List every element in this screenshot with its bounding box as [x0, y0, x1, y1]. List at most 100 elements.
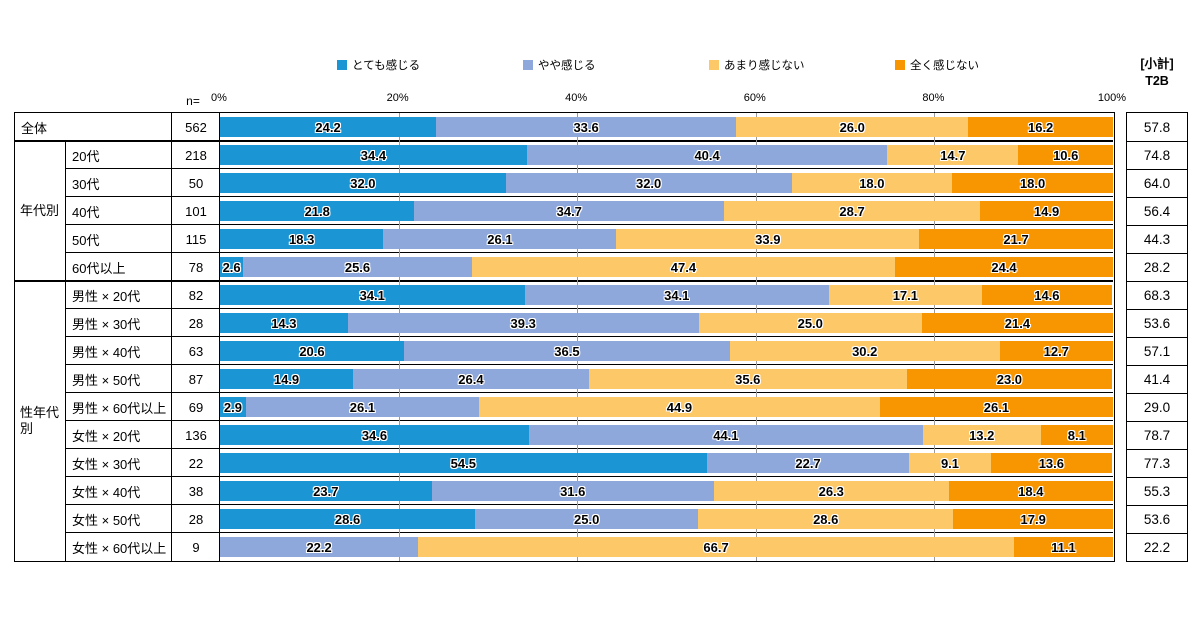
bar-segment: 24.2 [220, 117, 437, 137]
bar-segment: 2.6 [220, 257, 244, 277]
row-label: 50代 [72, 232, 100, 248]
group-label: 性年代別 [20, 405, 60, 436]
n-value: 28 [188, 315, 204, 331]
t2b-value: 64.0 [1127, 169, 1187, 197]
bar-segment: 28.6 [220, 509, 476, 529]
bar-segment: 14.7 [887, 145, 1019, 165]
row-label: 男性 × 40代 [72, 344, 141, 360]
grid-line [934, 113, 936, 561]
t2b-header: [小計] T2B [1124, 56, 1190, 90]
bar-segment: 34.6 [220, 425, 529, 445]
bar-segment: 22.7 [706, 453, 910, 473]
t2b-value: 22.2 [1127, 533, 1187, 561]
bar-row: 54.5 22.7 9.1 13.6 [220, 453, 1113, 473]
t2b-value: 68.3 [1127, 281, 1187, 309]
bar-value-label: 24.2 [315, 119, 341, 135]
legend-item: 全く感じない [895, 58, 979, 72]
bar-value-label: 44.9 [666, 399, 693, 415]
legend-label: あまり感じない [724, 60, 805, 72]
bar-segment: 32.0 [505, 173, 792, 193]
bar-segment: 35.6 [588, 369, 907, 389]
bar-segment: 18.4 [948, 481, 1113, 501]
bar-value-label: 16.2 [1027, 119, 1054, 135]
row-border [65, 532, 1113, 533]
bar-row: 22.2 66.7 11.1 [220, 537, 1113, 557]
t2b-value: 57.8 [1143, 119, 1171, 135]
bar-value-label: 34.1 [359, 287, 385, 303]
column-border [219, 113, 220, 561]
t2b-value: 28.2 [1127, 253, 1187, 281]
bar-row: 34.4 40.4 14.7 10.6 [220, 145, 1113, 165]
bar-segment: 24.4 [895, 257, 1113, 277]
bar-row: 24.2 33.6 26.0 16.2 [220, 117, 1113, 137]
bar-value-label: 13.6 [1038, 455, 1064, 471]
bar-value-label: 9.1 [940, 455, 960, 471]
bar-value-label: 34.7 [556, 203, 582, 219]
bar-segment: 26.1 [879, 397, 1113, 417]
bar-value-label: 28.7 [839, 203, 865, 219]
bar-value-label: 2.9 [223, 399, 242, 415]
row-label: 女性 × 30代 [72, 456, 141, 472]
bar-value-label: 54.5 [450, 455, 476, 471]
bar-segment: 25.0 [475, 509, 699, 529]
bar-segment: 26.1 [245, 397, 479, 417]
t2b-value: 44.3 [1127, 225, 1187, 253]
axis-tick-label: 20% [386, 92, 409, 104]
bar-segment: 14.9 [220, 369, 354, 389]
bar-segment: 20.6 [220, 341, 404, 361]
bar-row: 23.7 31.6 26.3 18.4 [220, 481, 1113, 501]
bar-segment: 40.4 [526, 145, 888, 165]
n-value: 115 [185, 231, 207, 247]
bar-value-label: 25.0 [574, 511, 600, 527]
bar-segment: 34.1 [524, 285, 829, 305]
n-value: 9 [192, 539, 200, 555]
bar-segment: 11.1 [1013, 537, 1113, 557]
t2b-header-line2: T2B [1145, 74, 1169, 88]
n-value: 82 [188, 287, 204, 303]
bar-segment: 14.6 [981, 285, 1113, 305]
bar-value-label: 26.1 [487, 231, 513, 247]
bar-segment: 16.2 [968, 117, 1113, 137]
bar-value-label: 33.6 [573, 119, 599, 135]
bar-row: 28.6 25.0 28.6 17.9 [220, 509, 1113, 529]
bar-value-label: 26.3 [818, 483, 844, 499]
bar-value-label: 22.2 [306, 539, 332, 555]
t2b-header-line1: [小計] [1140, 57, 1174, 71]
bar-value-label: 26.1 [983, 399, 1010, 415]
bar-value-label: 26.1 [349, 399, 376, 415]
row-border [15, 280, 1113, 282]
bar-segment: 8.1 [1040, 425, 1113, 445]
bar-row: 20.6 36.5 30.2 12.7 [220, 341, 1113, 361]
row-border [65, 168, 1113, 169]
axis-tick-label: 60% [743, 92, 766, 104]
n-value: 22 [188, 455, 204, 471]
bar-segment: 34.7 [414, 201, 725, 221]
n-value: 218 [185, 147, 207, 163]
bar-segment: 44.9 [478, 397, 880, 417]
t2b-value: 74.8 [1127, 141, 1187, 169]
bar-segment: 2.9 [220, 397, 246, 417]
row-label: 男性 × 50代 [72, 372, 141, 388]
bar-value-label: 47.4 [670, 259, 697, 275]
bar-value-label: 17.1 [892, 287, 918, 303]
bar-value-label: 18.0 [859, 175, 885, 191]
t2b-value: 53.6 [1127, 505, 1187, 533]
n-value: 63 [188, 343, 204, 359]
bar-segment: 23.7 [220, 481, 432, 501]
t2b-value: 29.0 [1127, 393, 1187, 421]
legend-item: とても感じる [337, 58, 420, 72]
bar-segment: 17.9 [953, 509, 1113, 529]
legend-label: やや感じる [538, 60, 596, 72]
bar-segment: 14.9 [980, 201, 1113, 221]
bar-value-label: 13.2 [969, 427, 995, 443]
bar-segment: 21.4 [921, 313, 1113, 333]
bar-value-label: 12.7 [1043, 343, 1069, 359]
bar-row: 2.9 26.1 44.9 26.1 [220, 397, 1113, 417]
n-column-header: n= [186, 94, 200, 108]
chart-table: 年代別 性年代別 全体 562 24.2 33.6 26.0 16.2 20代 218 34.4 40… [14, 112, 1115, 562]
bar-row: 34.6 44.1 13.2 8.1 [220, 425, 1113, 445]
row-label: 女性 × 50代 [72, 512, 141, 528]
bar-value-label: 25.0 [797, 315, 823, 331]
row-border [65, 392, 1113, 393]
